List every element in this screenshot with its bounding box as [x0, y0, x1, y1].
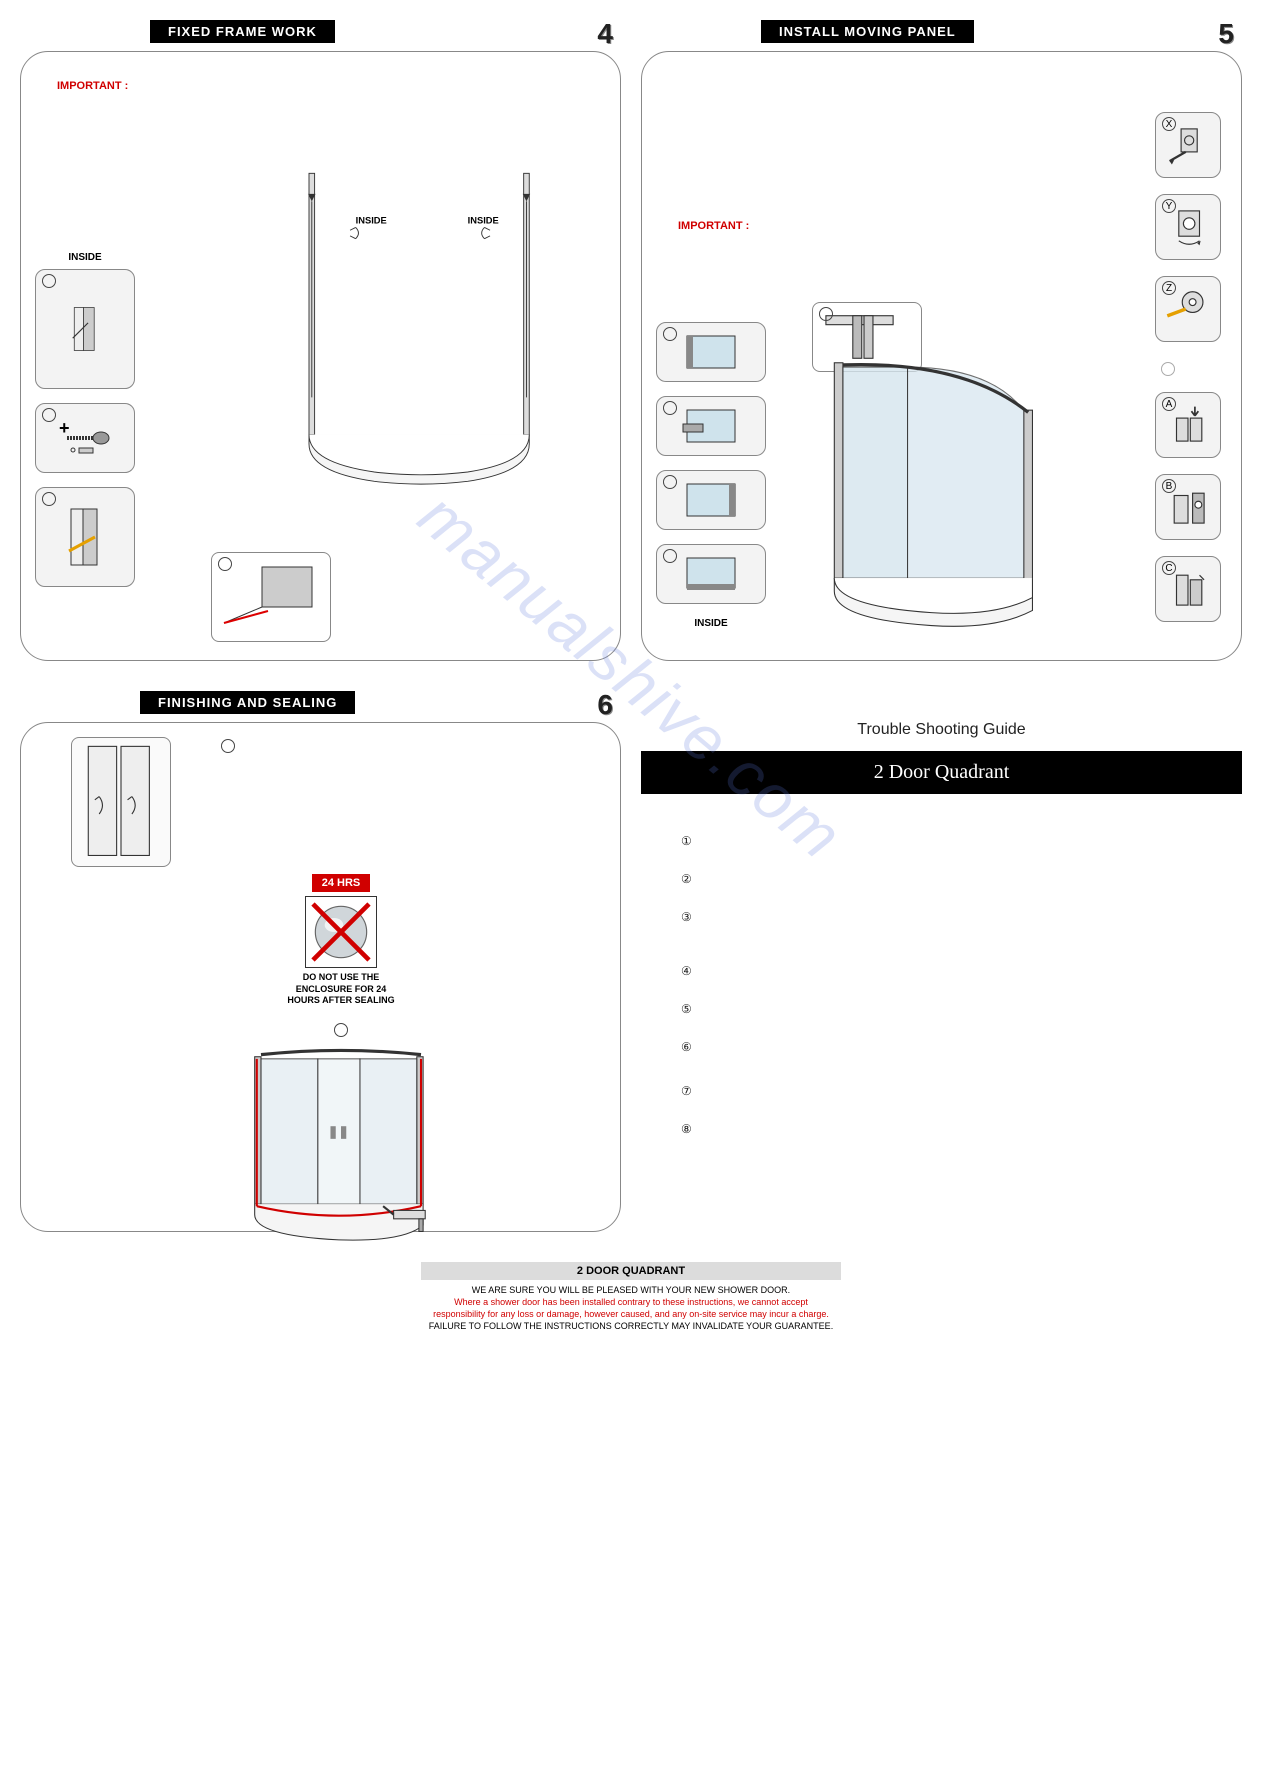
footer-block: 2 DOOR QUADRANT WE ARE SURE YOU WILL BE …	[20, 1262, 1242, 1333]
step-4-important: IMPORTANT :	[57, 80, 602, 92]
step-6-panel: 24 HRS DO NOT USE THE ENCLOSURE FOR 24 H…	[20, 722, 621, 1232]
step-4-detail-tag-2	[42, 408, 56, 422]
troubleshoot-item: ⑥	[681, 1040, 1242, 1054]
step-4-panel: IMPORTANT : INSIDE +	[20, 51, 621, 661]
step-4-number: 4	[597, 18, 613, 50]
tag-z: Z	[1162, 281, 1176, 295]
step-5-left-column: INSIDE	[656, 322, 766, 629]
step-5-left-tag-4	[663, 549, 677, 563]
step-5-inset-tag	[819, 307, 833, 321]
step-6-column: FINISHING AND SEALING 6 24 HRS	[20, 691, 621, 1232]
step-4-main-diagram: INSIDE INSIDE	[139, 122, 702, 542]
step-5-left-2	[656, 396, 766, 456]
panel-fixture-icon	[681, 406, 741, 446]
step-5-column: INSTALL MOVING PANEL 5 IMPORTANT : X Y Z	[641, 20, 1242, 661]
step-5-detail-c: C	[1155, 556, 1221, 622]
step-5-left-3	[656, 470, 766, 530]
corner-detail-icon	[222, 563, 322, 633]
step-4-column: FIXED FRAME WORK 4 IMPORTANT : INSIDE	[20, 20, 621, 661]
step-5-detail-a: A	[1155, 392, 1221, 458]
step-5-detail-b: B	[1155, 474, 1221, 540]
step-5-header: INSTALL MOVING PANEL 5	[641, 20, 1242, 43]
step-4-header: FIXED FRAME WORK 4	[20, 20, 621, 43]
troubleshoot-banner: 2 Door Quadrant	[641, 751, 1242, 794]
panel-seal-icon	[681, 332, 741, 372]
tag-b: B	[1162, 479, 1176, 493]
step-6-strip-box	[71, 737, 171, 867]
tag-a: A	[1162, 397, 1176, 411]
footer-line-3: responsibility for any loss or damage, h…	[20, 1308, 1242, 1320]
step-4-inset-tag	[218, 557, 232, 571]
footer-line-4: FAILURE TO FOLLOW THE INSTRUCTIONS CORRE…	[20, 1320, 1242, 1332]
step-5-left-4	[656, 544, 766, 604]
step-4-detail-tag-1	[42, 274, 56, 288]
step-4-detail-column: INSIDE +	[35, 252, 135, 595]
footer-line-1: WE ARE SURE YOU WILL BE PLEASED WITH YOU…	[20, 1284, 1242, 1296]
step-4-detail-tag-3	[42, 492, 56, 506]
profile-icon	[62, 306, 108, 352]
troubleshoot-item: ⑤	[681, 1002, 1242, 1016]
sealed-quadrant-icon	[231, 1042, 451, 1242]
step-6-diagram-tag	[334, 1023, 348, 1037]
step-5-detail-z: Z	[1155, 276, 1221, 342]
step-4-title: FIXED FRAME WORK	[150, 20, 335, 43]
wait-badge: 24 HRS	[312, 874, 371, 892]
row-steps-4-5: FIXED FRAME WORK 4 IMPORTANT : INSIDE	[20, 20, 1242, 661]
step-5-left-tag-2	[663, 401, 677, 415]
troubleshoot-list: ① ② ③ ④ ⑤ ⑥ ⑦ ⑧	[681, 834, 1242, 1136]
step-5-detail-y: Y	[1155, 194, 1221, 260]
step-5-number: 5	[1218, 18, 1234, 50]
step-4-detail-box-2: +	[35, 403, 135, 473]
footer-bar: 2 DOOR QUADRANT	[421, 1262, 841, 1280]
tag-y: Y	[1162, 199, 1176, 213]
troubleshoot-item: ②	[681, 872, 1242, 886]
step-5-left-1	[656, 322, 766, 382]
troubleshoot-item: ④	[681, 964, 1242, 978]
step-6-header: FINISHING AND SEALING 6	[20, 691, 621, 714]
step-4-detail-box-1	[35, 269, 135, 389]
troubleshoot-item: ③	[681, 910, 1242, 924]
step-5-left-tag-3	[663, 475, 677, 489]
step-5-important: IMPORTANT :	[678, 220, 1223, 232]
step-4-detail-box-3	[35, 487, 135, 587]
tag-c: C	[1162, 561, 1176, 575]
quadrant-frame-icon: INSIDE INSIDE	[281, 122, 561, 542]
svg-text:INSIDE: INSIDE	[355, 216, 386, 226]
wait-caption: DO NOT USE THE ENCLOSURE FOR 24 HOURS AF…	[281, 972, 401, 1007]
tag-blank	[1161, 362, 1175, 376]
panel-bottom-icon	[681, 554, 741, 594]
troubleshoot-item: ⑧	[681, 1122, 1242, 1136]
step-5-main-diagram	[812, 352, 1072, 632]
step-5-left-tag-1	[663, 327, 677, 341]
svg-text:INSIDE: INSIDE	[467, 216, 498, 226]
step-5-detail-blank	[1155, 358, 1221, 376]
step-4-bottom-inset	[211, 552, 331, 642]
quadrant-glass-icon	[812, 352, 1072, 632]
troubleshoot-heading: Trouble Shooting Guide	[641, 721, 1242, 739]
step-5-panel: IMPORTANT : X Y Z A	[641, 51, 1242, 661]
troubleshoot-item: ①	[681, 834, 1242, 848]
screw-plus-icon: +	[55, 418, 115, 458]
troubleshoot-column: Trouble Shooting Guide 2 Door Quadrant ①…	[641, 691, 1242, 1232]
footer-line-2: Where a shower door has been installed c…	[20, 1296, 1242, 1308]
row-step-6-troubleshoot: FINISHING AND SEALING 6 24 HRS	[20, 691, 1242, 1232]
panel-edge-icon	[681, 480, 741, 520]
step-5-inside-label: INSIDE	[656, 618, 766, 629]
troubleshoot-item: ⑦	[681, 1084, 1242, 1098]
door-seal-icon	[76, 742, 166, 862]
step-6-main-diagram	[231, 1023, 451, 1233]
drill-profile-icon	[65, 507, 105, 567]
step-5-detail-x: X	[1155, 112, 1221, 178]
step-6-title: FINISHING AND SEALING	[140, 691, 355, 714]
no-use-icon	[305, 896, 377, 968]
step-6-number: 6	[597, 689, 613, 721]
step-4-inside-label-1: INSIDE	[35, 252, 135, 263]
step-5-title: INSTALL MOVING PANEL	[761, 20, 974, 43]
tag-x: X	[1162, 117, 1176, 131]
step-6-top-tag	[221, 739, 235, 758]
svg-text:+: +	[59, 418, 70, 438]
step-5-side-column: X Y Z A B	[1155, 112, 1231, 630]
warning-block: 24 HRS DO NOT USE THE ENCLOSURE FOR 24 H…	[281, 873, 401, 1007]
